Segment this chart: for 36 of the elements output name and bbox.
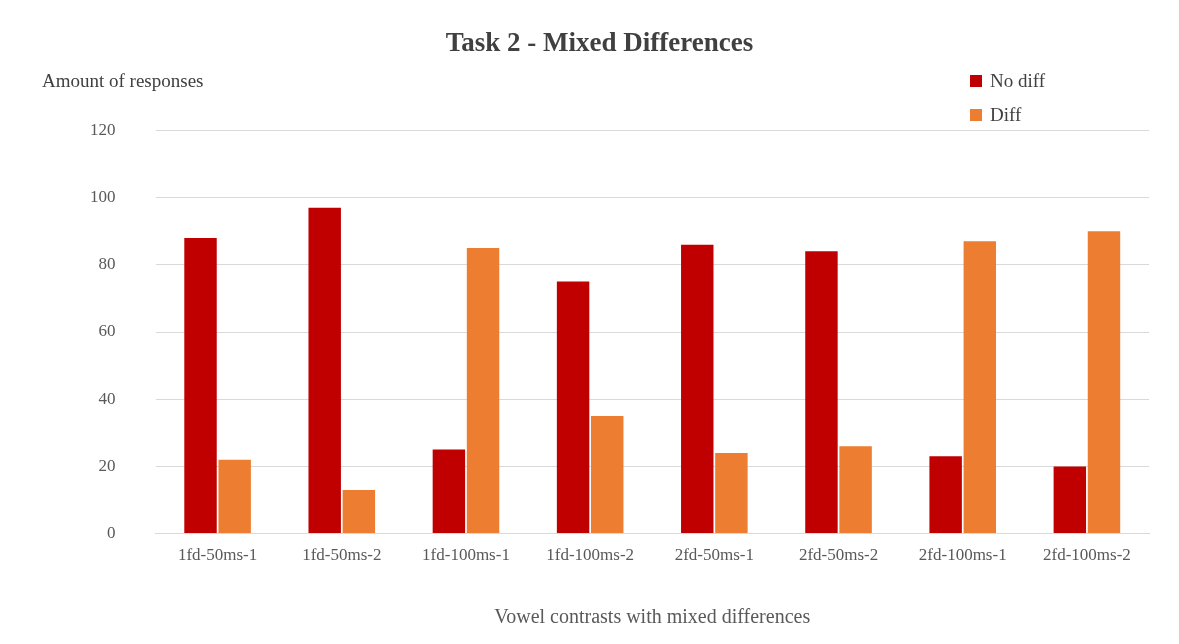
y-tick-label: 80 — [98, 254, 116, 274]
bar — [308, 207, 341, 534]
y-tick-label: 100 — [90, 187, 116, 207]
bar — [715, 452, 748, 534]
x-tick-label: 2fd-100ms-1 — [918, 545, 1007, 565]
bar — [839, 446, 872, 534]
x-tick-label: 1fd-100ms-1 — [422, 545, 510, 565]
x-tick-label: 1fd-50ms-2 — [302, 545, 382, 565]
y-tick-label: 120 — [90, 119, 116, 139]
bar — [184, 237, 217, 534]
legend-label: No diff — [990, 70, 1046, 92]
bar — [1053, 466, 1087, 534]
bar — [1087, 231, 1121, 534]
y-tick-label: 20 — [98, 455, 116, 475]
bar — [466, 248, 500, 534]
x-tick-label: 2fd-100ms-2 — [1042, 545, 1131, 565]
y-tick-label: 0 — [107, 523, 116, 543]
bar — [591, 416, 624, 534]
bar — [432, 449, 466, 534]
bar — [556, 281, 590, 534]
x-tick-label: 1fd-100ms-2 — [546, 545, 635, 565]
x-tick-label: 1fd-50ms-1 — [177, 545, 258, 565]
chart-title: Task 2 - Mixed Differences — [445, 27, 754, 58]
legend-label: Diff — [990, 104, 1022, 126]
bar — [805, 251, 838, 534]
x-tick-label: 2fd-50ms-1 — [674, 545, 755, 565]
y-tick-label: 40 — [98, 388, 116, 408]
x-tick-label: 2fd-50ms-2 — [798, 545, 879, 565]
bar — [963, 241, 997, 534]
bar — [218, 459, 251, 534]
y-tick-label: 60 — [98, 321, 116, 341]
y-axis-title: Amount of responses — [42, 70, 204, 92]
bar — [929, 456, 962, 534]
bar — [681, 244, 714, 534]
x-axis-title: Vowel contrasts with mixed differences — [494, 605, 811, 628]
bar — [342, 489, 376, 534]
